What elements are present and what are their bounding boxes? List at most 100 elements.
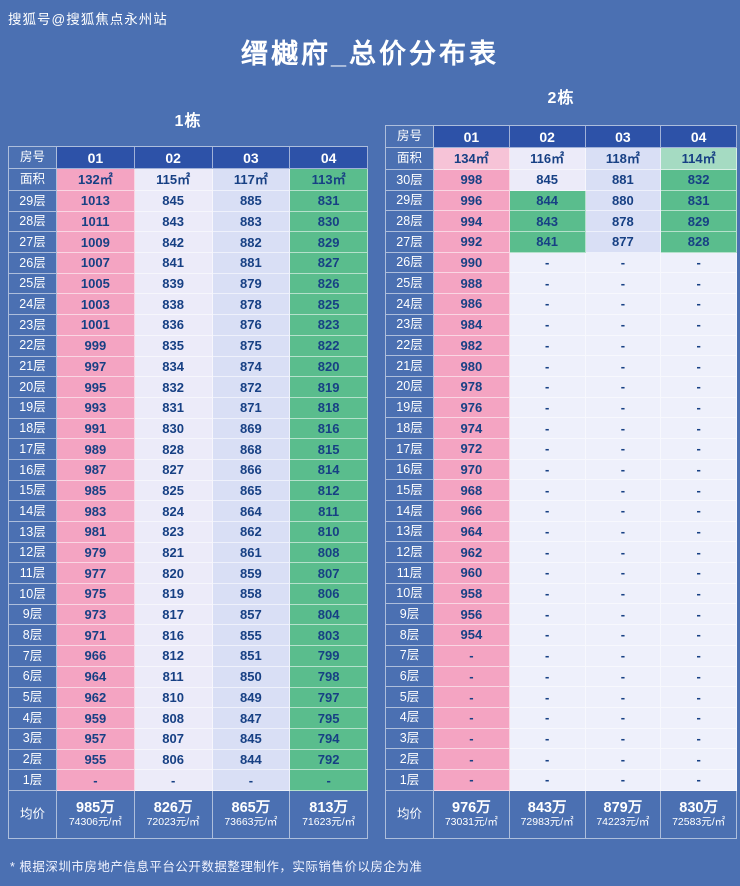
price-cell: 847 <box>212 708 291 729</box>
floor-label: 21层 <box>9 356 57 378</box>
price-cell: 832 <box>661 170 737 191</box>
price-cell: 858 <box>212 584 291 605</box>
avg-row-label: 均价 <box>386 790 434 839</box>
area-value: 115㎡ <box>134 169 213 191</box>
floor-label: 7层 <box>386 645 434 667</box>
price-cell: 1013 <box>57 191 135 212</box>
floor-label: 25层 <box>386 273 434 295</box>
room-no-header: 房号 <box>386 126 434 148</box>
price-cell: - <box>661 707 737 729</box>
price-cell: 957 <box>57 728 135 750</box>
price-cell: 997 <box>57 356 135 378</box>
floor-label: 9层 <box>9 604 57 626</box>
floor-label: 26层 <box>9 253 57 274</box>
price-cell: - <box>585 397 662 419</box>
price-cell: - <box>661 645 737 667</box>
avg-price: 830万 <box>679 799 718 816</box>
price-cell: - <box>509 501 586 522</box>
floor-label: 8层 <box>9 625 57 647</box>
price-cell: 808 <box>134 708 213 729</box>
price-cell: 877 <box>585 232 662 253</box>
price-cell: 880 <box>585 190 662 212</box>
floor-label: 28层 <box>386 211 434 233</box>
price-cell: - <box>661 501 737 522</box>
floor-label: 6层 <box>9 666 57 688</box>
area-value: 118㎡ <box>585 148 662 170</box>
price-cell: 834 <box>134 356 213 378</box>
price-cell: - <box>509 521 586 543</box>
price-cell: 968 <box>434 480 510 501</box>
price-cell: 862 <box>212 522 291 543</box>
room-number-header: 04 <box>661 126 737 148</box>
price-cell: 835 <box>134 335 213 357</box>
price-cell: - <box>434 645 510 667</box>
price-cell: 845 <box>134 191 213 212</box>
floor-label: 2层 <box>386 749 434 770</box>
floor-label: 23层 <box>386 314 434 336</box>
price-cell: - <box>509 314 586 336</box>
price-cell: - <box>585 604 662 626</box>
floor-label: 1层 <box>386 769 434 791</box>
price-cell: 799 <box>290 646 368 667</box>
price-cell: 977 <box>57 563 135 585</box>
price-cell: 966 <box>434 501 510 522</box>
price-cell: 874 <box>212 356 291 378</box>
price-cell: - <box>585 687 662 708</box>
avg-unit-price: 74223元/㎡ <box>596 816 650 829</box>
price-cell: 829 <box>661 211 737 233</box>
price-cell: 825 <box>134 480 213 502</box>
price-cell: - <box>585 563 662 584</box>
price-cell: 978 <box>434 376 510 398</box>
price-cell: 976 <box>434 397 510 419</box>
price-cell: - <box>585 542 662 564</box>
price-cell: 983 <box>57 501 135 522</box>
avg-price: 843万 <box>527 799 567 816</box>
floor-label: 19层 <box>386 397 434 419</box>
price-cell: 823 <box>134 522 213 543</box>
price-cell: - <box>661 604 737 626</box>
floor-label: 13层 <box>386 521 434 543</box>
price-cell: 815 <box>290 439 368 460</box>
price-cell: 987 <box>57 459 135 481</box>
price-cell: 845 <box>509 170 586 191</box>
price-cell: 803 <box>290 625 368 647</box>
price-cell: - <box>585 314 662 336</box>
price-cell: 960 <box>434 563 510 584</box>
price-cell: 959 <box>57 708 135 729</box>
area-value: 117㎡ <box>212 169 291 191</box>
price-cell: - <box>661 480 737 501</box>
floor-label: 20层 <box>9 377 57 398</box>
floor-label: 10层 <box>9 584 57 605</box>
avg-cell: 985万 74306元/㎡ <box>57 790 135 839</box>
price-cell: 855 <box>212 625 291 647</box>
price-cell: 970 <box>434 459 510 481</box>
price-cell: - <box>661 563 737 584</box>
area-value: 114㎡ <box>661 148 737 170</box>
price-cell: - <box>509 294 586 315</box>
price-cell: 985 <box>57 480 135 502</box>
avg-cell: 843万 72983元/㎡ <box>509 790 586 839</box>
price-cell: - <box>585 728 662 750</box>
price-cell: - <box>661 376 737 398</box>
price-cell: 821 <box>134 542 213 564</box>
price-cell: 1003 <box>57 294 135 316</box>
price-cell: - <box>661 749 737 770</box>
price-cell: 864 <box>212 501 291 522</box>
floor-label: 3层 <box>386 728 434 750</box>
price-cell: - <box>509 397 586 419</box>
price-cell: - <box>661 728 737 750</box>
price-cell: - <box>585 335 662 357</box>
price-cell: - <box>661 418 737 439</box>
price-cell: 871 <box>212 397 291 419</box>
price-cell: 954 <box>434 625 510 646</box>
floor-label: 10层 <box>386 583 434 605</box>
price-cell: 841 <box>509 232 586 253</box>
price-cell: - <box>661 438 737 460</box>
avg-row-label: 均价 <box>9 790 57 839</box>
price-cell: 830 <box>134 418 213 440</box>
price-cell: - <box>585 707 662 729</box>
floor-label: 19层 <box>9 397 57 419</box>
floor-label: 12层 <box>386 542 434 564</box>
floor-label: 4层 <box>386 707 434 729</box>
avg-price: 813万 <box>309 799 348 816</box>
